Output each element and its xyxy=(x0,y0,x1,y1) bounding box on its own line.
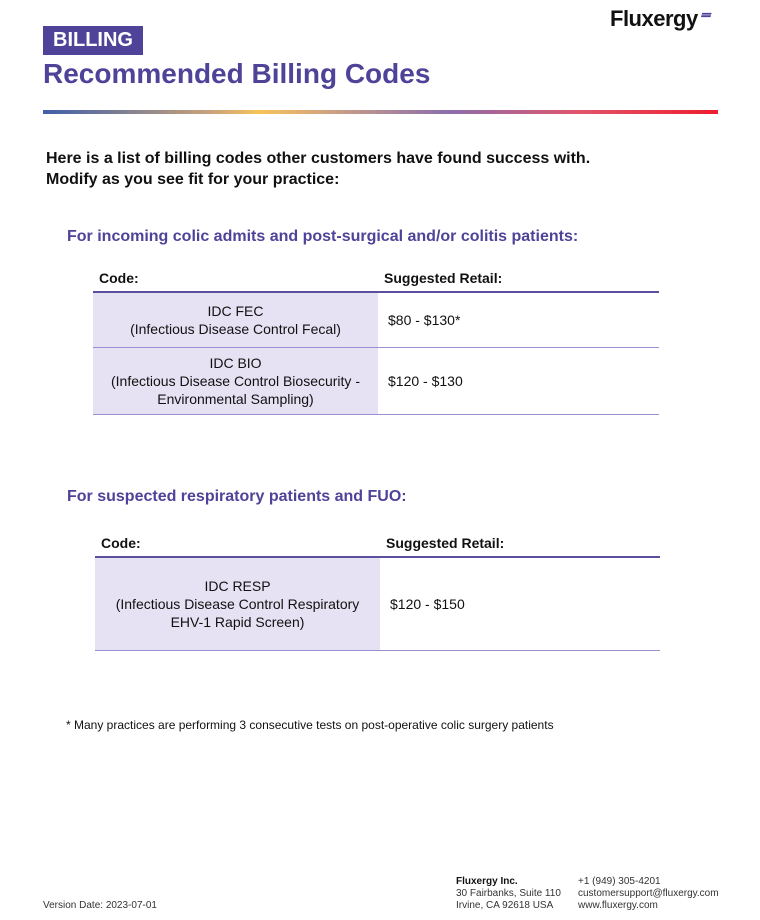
billing-table: Code: Suggested Retail: IDC FEC (Infectiou… xyxy=(93,265,659,415)
code-name: IDC FEC xyxy=(207,302,264,319)
intro-line: Here is a list of billing codes other cu… xyxy=(46,150,591,167)
page-title: Recommended Billing Codes xyxy=(43,58,431,89)
code-cell: IDC BIO (Infectious Disease Control Biose… xyxy=(93,347,378,415)
column-header: Code: xyxy=(93,265,378,293)
code-description: (Infectious Disease Control Biosecurity … xyxy=(111,372,360,407)
column-header: Suggested Retail: xyxy=(380,530,660,558)
price-cell: $80 - $130* xyxy=(378,292,659,348)
code-name: IDC RESP xyxy=(204,577,271,594)
section-badge: BILLING xyxy=(43,26,143,55)
fluxergy-logo: Fluxergy⁼ xyxy=(610,6,709,32)
company-contact: +1 (949) 305-4201 customersupport@fluxer… xyxy=(578,876,719,912)
table-row: IDC FEC (Infectious Disease Control Fecal… xyxy=(93,292,659,348)
code-description: (Infectious Disease Control Respiratory … xyxy=(115,595,360,630)
billing-table: Code: Suggested Retail: IDC RESP (Infectio… xyxy=(95,530,660,651)
price-cell: $120 - $130 xyxy=(378,347,659,415)
section-heading: For incoming colic admits and post-surgi… xyxy=(67,228,579,245)
section-heading: For suspected respiratory patients and F… xyxy=(67,488,407,505)
price-cell: $120 - $150 xyxy=(380,557,660,651)
code-description: (Infectious Disease Control Fecal) xyxy=(130,320,341,337)
column-header: Suggested Retail: xyxy=(378,265,659,293)
code-cell: IDC FEC (Infectious Disease Control Fecal… xyxy=(93,292,378,348)
city: Irvine, CA 92618 USA xyxy=(456,900,554,911)
phone: +1 (949) 305-4201 xyxy=(578,876,661,887)
logo-text: Fluxergy xyxy=(610,6,698,31)
email-link[interactable]: customersupport@fluxergy.com xyxy=(578,888,719,899)
column-header: Code: xyxy=(95,530,380,558)
code-name: IDC BIO xyxy=(209,354,262,371)
footnote: * Many practices are performing 3 consec… xyxy=(66,718,554,732)
version-date: Version Date: 2023-07-01 xyxy=(43,900,157,911)
table-row: IDC BIO (Infectious Disease Control Biose… xyxy=(93,347,659,415)
company-address: Fluxergy Inc. 30 Fairbanks, Suite 110 Ir… xyxy=(456,876,561,912)
intro-line: Modify as you see fit for your practice: xyxy=(46,171,340,188)
company-name: Fluxergy Inc. xyxy=(456,876,518,887)
street: 30 Fairbanks, Suite 110 xyxy=(456,888,561,899)
table-row: IDC RESP (Infectious Disease Control Resp… xyxy=(95,557,660,651)
website-link[interactable]: www.fluxergy.com xyxy=(578,900,658,911)
code-cell: IDC RESP (Infectious Disease Control Resp… xyxy=(95,557,380,651)
logo-mark-icon: ⁼ xyxy=(697,6,710,31)
intro-text: Here is a list of billing codes other cu… xyxy=(46,148,590,190)
gradient-divider xyxy=(43,110,718,114)
